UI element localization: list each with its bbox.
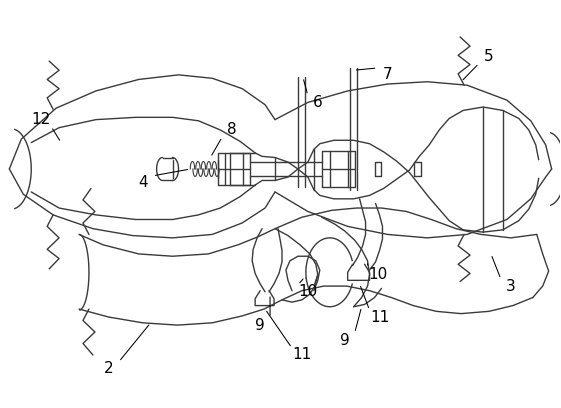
Text: 3: 3 xyxy=(506,279,516,294)
Text: 4: 4 xyxy=(138,175,148,190)
Text: 11: 11 xyxy=(370,310,389,325)
Text: 8: 8 xyxy=(227,122,237,137)
Text: 11: 11 xyxy=(292,348,311,362)
Text: 12: 12 xyxy=(31,112,51,127)
Text: 9: 9 xyxy=(255,317,265,333)
Text: 9: 9 xyxy=(340,333,350,348)
Text: 5: 5 xyxy=(484,49,494,64)
Text: 2: 2 xyxy=(104,361,114,376)
Text: 10: 10 xyxy=(298,284,318,299)
Text: 10: 10 xyxy=(368,267,387,282)
Text: 7: 7 xyxy=(383,67,392,82)
Text: 6: 6 xyxy=(313,95,323,110)
